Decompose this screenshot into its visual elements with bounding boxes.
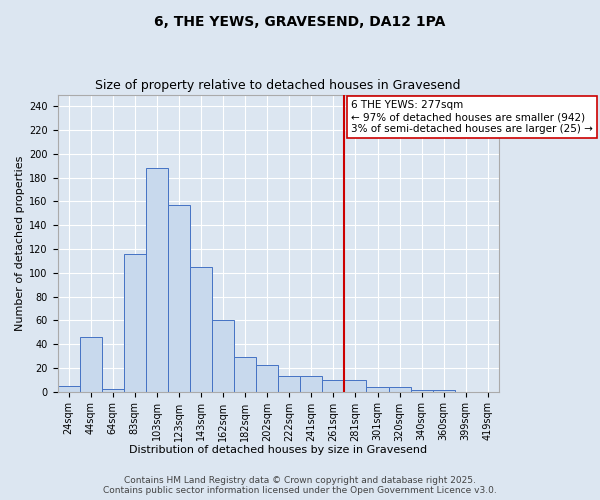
Bar xyxy=(344,380,367,392)
Text: 6 THE YEWS: 277sqm
← 97% of detached houses are smaller (942)
3% of semi-detache: 6 THE YEWS: 277sqm ← 97% of detached hou… xyxy=(351,100,593,134)
Y-axis label: Number of detached properties: Number of detached properties xyxy=(15,156,25,331)
Bar xyxy=(168,205,190,392)
Bar xyxy=(234,357,256,392)
Text: Contains HM Land Registry data © Crown copyright and database right 2025.
Contai: Contains HM Land Registry data © Crown c… xyxy=(103,476,497,495)
X-axis label: Distribution of detached houses by size in Gravesend: Distribution of detached houses by size … xyxy=(129,445,427,455)
Text: 6, THE YEWS, GRAVESEND, DA12 1PA: 6, THE YEWS, GRAVESEND, DA12 1PA xyxy=(154,15,446,29)
Bar xyxy=(433,390,455,392)
Bar xyxy=(300,376,322,392)
Bar xyxy=(190,267,212,392)
Bar xyxy=(256,366,278,392)
Bar xyxy=(124,254,146,392)
Title: Size of property relative to detached houses in Gravesend: Size of property relative to detached ho… xyxy=(95,79,461,92)
Bar xyxy=(367,387,389,392)
Bar xyxy=(80,337,101,392)
Bar xyxy=(212,320,234,392)
Bar xyxy=(322,380,344,392)
Bar xyxy=(58,386,80,392)
Bar xyxy=(101,389,124,392)
Bar xyxy=(410,390,433,392)
Bar xyxy=(146,168,168,392)
Bar xyxy=(278,376,300,392)
Bar xyxy=(389,387,410,392)
